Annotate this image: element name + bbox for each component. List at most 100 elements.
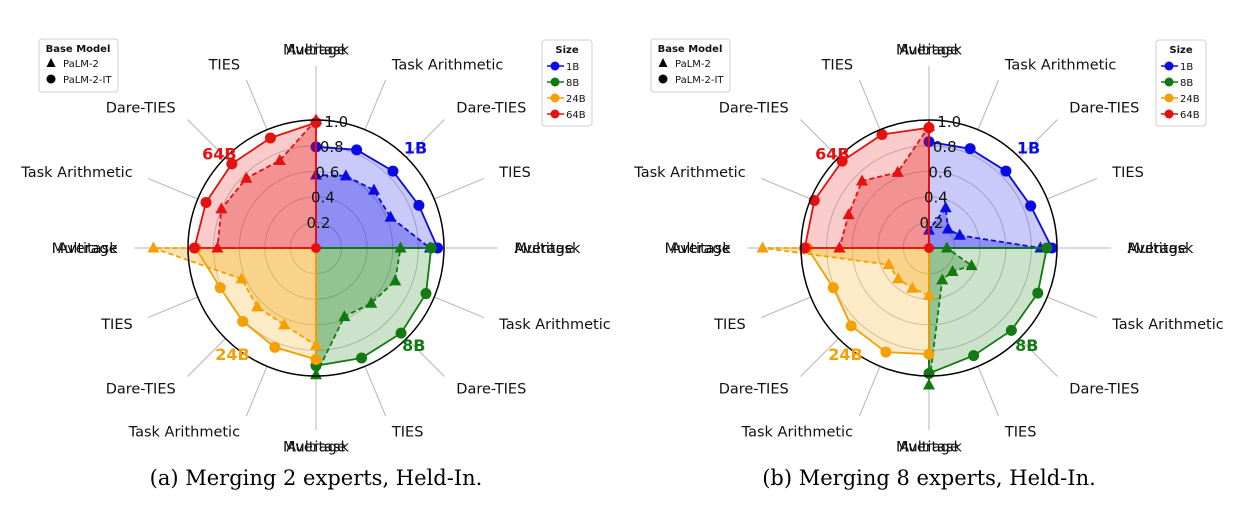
spoke-line — [434, 296, 485, 319]
palm2-point — [389, 274, 402, 286]
category-label: TIES — [391, 424, 424, 440]
group-label-1B: 1B — [1017, 138, 1040, 157]
palm2-point — [906, 281, 919, 293]
palm2-point — [310, 338, 322, 350]
spoke-line — [147, 177, 198, 200]
legend-marker-icon — [550, 93, 560, 103]
palm2-area-8B — [316, 248, 401, 375]
legend-entry: PaLM-2 — [63, 59, 99, 70]
palm2-it-point — [413, 199, 425, 211]
palm2-it-point — [425, 242, 437, 254]
category-label: Dare-TIES — [106, 101, 176, 117]
spoke-line — [364, 79, 387, 130]
category-label: Average — [1127, 241, 1187, 257]
category-label: TIES — [1004, 424, 1036, 440]
palm2-area-24B — [153, 248, 316, 346]
category-label: Dare-TIES — [456, 101, 526, 117]
radial-tick-label: 0.6 — [928, 163, 952, 181]
palm2-it-point — [395, 327, 407, 339]
palm2-it-point — [1025, 200, 1037, 212]
spoke-line — [858, 366, 881, 417]
radial-tick-label: 0.4 — [311, 189, 335, 207]
category-label: Average — [286, 439, 346, 455]
category-label: Dare-TIES — [1069, 101, 1139, 117]
legend-marker-icon — [1164, 93, 1174, 103]
palm2-point — [338, 310, 351, 322]
palm2-it-point — [420, 288, 432, 300]
palm2-it-point — [351, 144, 363, 156]
palm2-point — [942, 222, 955, 234]
category-label: Dare-TIES — [456, 381, 526, 397]
radar-panel-a: Average Task Arithmetic Dare-TIES TIES Multi… — [20, 38, 611, 455]
legend-title: Base Model — [46, 44, 111, 55]
circle-marker-icon — [46, 74, 56, 84]
center-point — [311, 243, 321, 253]
palm2-it-point — [876, 128, 888, 140]
radial-tick-label: 0.2 — [307, 214, 331, 232]
palm2-point — [923, 288, 935, 300]
spoke-line — [245, 79, 268, 130]
legend-box — [541, 39, 593, 127]
palm2-it-point — [880, 346, 892, 358]
legend-size: Size 1B 8B 24B 64B — [541, 39, 593, 127]
group-label-24B: 24B — [215, 345, 249, 364]
spoke-line — [1019, 338, 1058, 377]
palm2-it-point — [923, 367, 935, 379]
spoke-line — [364, 366, 387, 417]
spoke-line — [147, 296, 198, 319]
legend-marker-icon — [550, 77, 560, 87]
legend-entry: 8B — [566, 78, 579, 89]
legend-size: Size 1B 8B 24B 64B — [1155, 39, 1207, 127]
group-label-1B: 1B — [404, 138, 427, 157]
palm2-point — [384, 210, 397, 222]
palm2-it-point — [836, 155, 848, 167]
palm2-point — [211, 241, 224, 253]
caption-b: (b) Merging 8 experts, Held-In. — [762, 466, 1096, 490]
palm2-point — [365, 296, 378, 308]
palm2-point — [240, 171, 253, 183]
legend-marker-icon — [550, 61, 560, 71]
category-label: Multitask — [514, 241, 581, 257]
legend-box — [1155, 39, 1207, 127]
spoke-line — [406, 338, 445, 377]
legend-marker-icon — [1164, 61, 1174, 71]
palm2-it-point — [356, 352, 368, 364]
legend-title: Size — [555, 45, 578, 56]
palm2-it-point — [269, 341, 281, 353]
radial-tick-label: 0.6 — [315, 163, 339, 181]
triangle-marker-icon — [46, 58, 56, 67]
radial-tick-label: 0.8 — [933, 138, 957, 156]
legend-marker-icon — [1164, 109, 1174, 119]
palm2-it-area-1B — [929, 141, 1052, 248]
palm2-point — [339, 169, 352, 181]
category-label: Task Arithmetic — [128, 424, 240, 440]
palm2-it-point — [237, 315, 249, 327]
category-label: Task Arithmetic — [633, 165, 745, 181]
category-label: TIES — [208, 58, 241, 74]
category-label: Average — [514, 241, 574, 257]
category-label: Dare-TIES — [719, 101, 789, 117]
radial-tick-label: 1.0 — [324, 113, 348, 131]
category-label: TIES — [100, 317, 133, 333]
palm2-point — [953, 228, 966, 240]
palm2-area-24B — [762, 248, 929, 296]
spoke-line — [760, 177, 811, 200]
category-label: TIES — [498, 165, 531, 181]
spoke-line — [760, 296, 811, 319]
palm2-point — [251, 300, 264, 312]
palm2-point — [892, 272, 905, 284]
legend-base-model: Base Model PaLM-2 PaLM-2-IT — [650, 38, 731, 93]
category-label: Average — [899, 43, 959, 59]
caption-a: (a) Merging 2 experts, Held-In. — [149, 466, 483, 490]
palm2-it-point — [1000, 165, 1012, 177]
palm2-area-64B — [217, 120, 316, 248]
legend-title: Size — [1169, 45, 1192, 56]
palm2-point — [215, 202, 228, 214]
category-label: Multitask — [283, 439, 350, 455]
palm2-it-point — [188, 242, 200, 254]
spoke-line — [406, 119, 445, 158]
spoke-line — [1047, 296, 1098, 319]
palm2-area-64B — [839, 126, 929, 248]
radial-tick-label: 0.8 — [320, 138, 344, 156]
